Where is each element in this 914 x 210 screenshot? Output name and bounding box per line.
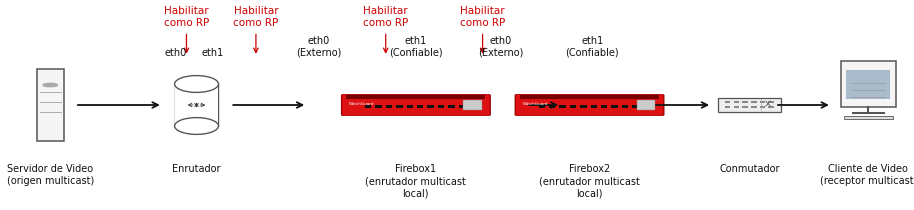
Bar xyxy=(622,105,628,108)
Text: Conmutador: Conmutador xyxy=(719,164,780,174)
Bar xyxy=(846,70,890,99)
Bar xyxy=(396,105,402,108)
Bar xyxy=(742,101,748,103)
Bar xyxy=(376,105,382,108)
Bar xyxy=(760,101,765,103)
Bar xyxy=(611,105,618,108)
Bar xyxy=(734,106,739,108)
Bar xyxy=(734,101,739,103)
Bar xyxy=(718,98,781,112)
Bar xyxy=(346,95,485,99)
Text: Habilitar
como RP: Habilitar como RP xyxy=(164,6,209,28)
Bar xyxy=(386,105,392,108)
Text: Enrutador: Enrutador xyxy=(172,164,221,174)
FancyBboxPatch shape xyxy=(515,94,664,115)
Bar xyxy=(841,61,896,107)
Bar xyxy=(601,105,608,108)
Text: Cliente de Video
(receptor multicast): Cliente de Video (receptor multicast) xyxy=(820,164,914,186)
Text: Firebox1
(enrutador multicast
local): Firebox1 (enrutador multicast local) xyxy=(366,164,466,199)
FancyBboxPatch shape xyxy=(341,94,491,116)
Bar xyxy=(580,105,587,108)
Text: Habilitar
como RP: Habilitar como RP xyxy=(363,6,409,28)
Bar xyxy=(725,101,730,103)
Bar xyxy=(637,100,655,110)
Bar xyxy=(643,105,649,108)
Text: ×: × xyxy=(764,100,772,110)
Bar xyxy=(438,105,444,108)
Bar xyxy=(844,116,893,119)
Bar xyxy=(37,69,64,141)
Bar xyxy=(463,100,482,110)
Text: eth0: eth0 xyxy=(165,48,186,58)
Text: eth1: eth1 xyxy=(202,48,224,58)
Bar xyxy=(769,106,774,108)
FancyBboxPatch shape xyxy=(342,94,490,115)
Bar xyxy=(365,105,371,108)
Text: Habilitar
como RP: Habilitar como RP xyxy=(233,6,279,28)
Bar xyxy=(569,105,576,108)
Bar xyxy=(520,95,659,99)
Bar xyxy=(549,105,556,108)
Text: Firebox2
(enrutador multicast
local): Firebox2 (enrutador multicast local) xyxy=(539,164,640,199)
Bar xyxy=(417,105,423,108)
Circle shape xyxy=(43,83,58,87)
Bar xyxy=(632,105,639,108)
Bar xyxy=(469,105,475,108)
Text: Habilitar
como RP: Habilitar como RP xyxy=(460,6,505,28)
Bar xyxy=(590,105,597,108)
Bar xyxy=(448,105,454,108)
Text: eth1
(Confiable): eth1 (Confiable) xyxy=(566,36,619,58)
Ellipse shape xyxy=(175,76,218,92)
Ellipse shape xyxy=(175,118,218,134)
Bar xyxy=(760,106,765,108)
Bar xyxy=(459,105,465,108)
Bar xyxy=(742,106,748,108)
FancyBboxPatch shape xyxy=(515,94,664,116)
Text: Servidor de Video
(origen multicast): Servidor de Video (origen multicast) xyxy=(6,164,94,186)
Bar xyxy=(428,105,434,108)
Bar xyxy=(175,84,218,126)
Text: WatchGuard: WatchGuard xyxy=(523,102,548,106)
Text: eth1
(Confiable): eth1 (Confiable) xyxy=(389,36,442,58)
Bar xyxy=(538,105,545,108)
Bar xyxy=(751,101,757,103)
Text: eth0
(Externo): eth0 (Externo) xyxy=(296,36,342,58)
Bar xyxy=(751,106,757,108)
Text: eth0
(Externo): eth0 (Externo) xyxy=(478,36,524,58)
Text: WatchGuard: WatchGuard xyxy=(349,102,375,106)
Bar xyxy=(725,106,730,108)
Bar xyxy=(769,101,774,103)
Bar xyxy=(407,105,413,108)
Bar xyxy=(559,105,566,108)
